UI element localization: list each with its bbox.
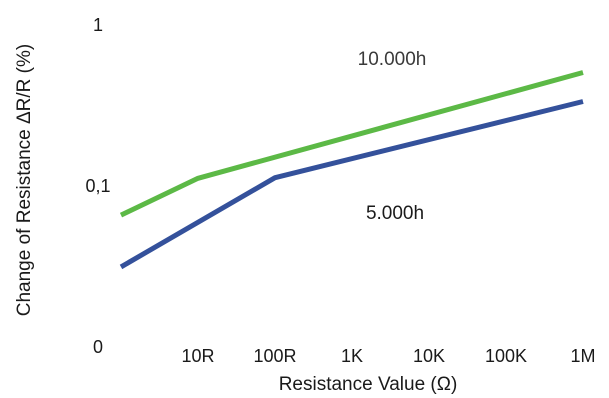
series-lines: [121, 73, 583, 267]
x-tick-label: 100R: [253, 346, 296, 366]
x-axis-ticks: 10R 100R 1K 10K 100K 1M: [181, 346, 595, 366]
x-tick-label: 10R: [181, 346, 214, 366]
x-axis-title: Resistance Value (Ω): [279, 374, 458, 395]
y-tick-label: 1: [93, 15, 103, 35]
y-axis-title: Change of Resistance ΔR/R (%): [14, 44, 35, 316]
x-tick-label: 10K: [413, 346, 445, 366]
y-tick-label: 0: [93, 337, 103, 357]
series-line-0: [121, 73, 583, 216]
y-axis-ticks: 10,10: [85, 15, 110, 357]
x-tick-label: 1K: [341, 346, 363, 366]
x-tick-label: 100K: [485, 346, 527, 366]
series-label-1: 5.000h: [366, 203, 424, 224]
series-label-0: 10.000h: [358, 49, 427, 70]
y-tick-label: 0,1: [85, 176, 110, 196]
x-tick-label: 1M: [570, 346, 595, 366]
series-labels: 10.000h 5.000h: [358, 49, 427, 224]
